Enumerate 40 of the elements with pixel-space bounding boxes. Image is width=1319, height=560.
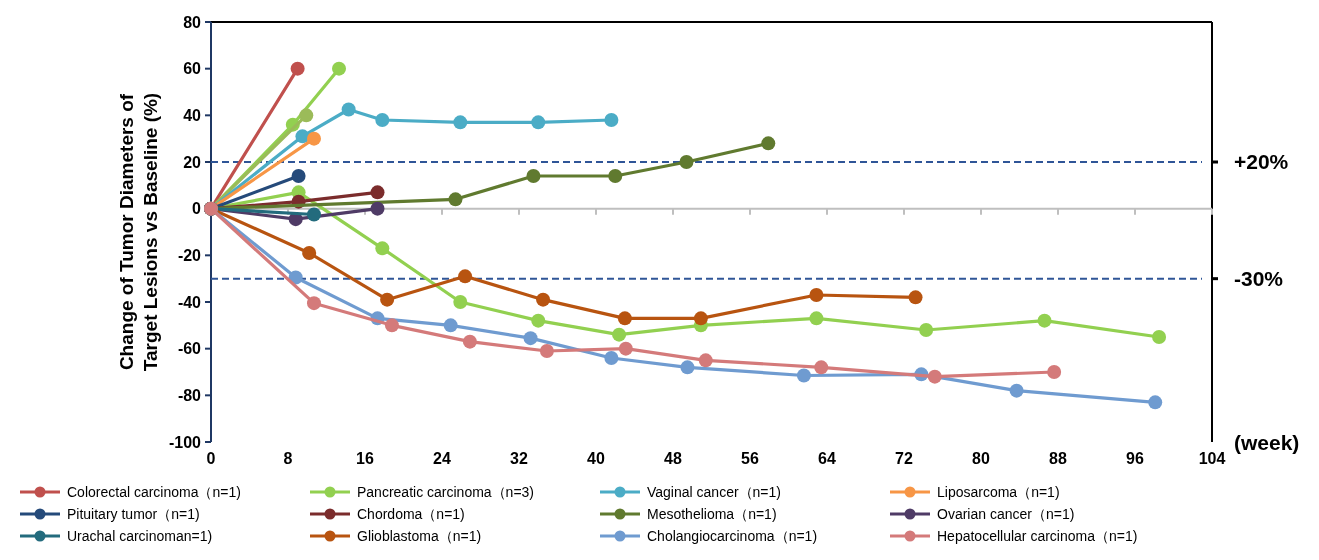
- x-tick-label: 0: [206, 450, 216, 467]
- x-tick-label: 48: [664, 450, 682, 467]
- x-tick-label: 64: [818, 450, 836, 467]
- y-tick-label: 0: [192, 200, 202, 218]
- y-tick-label: 40: [183, 106, 202, 124]
- legend-label: Cholangiocarcinoma（n=1): [647, 527, 818, 544]
- y-tick-label: -100: [168, 433, 202, 451]
- legend-label: Ovarian cancer（n=1): [937, 505, 1075, 522]
- x-tick-label: 72: [895, 450, 913, 467]
- legend-label: Chordoma（n=1): [357, 505, 465, 522]
- x-tick-label: 32: [510, 450, 528, 467]
- y-tick-label: -60: [177, 340, 202, 358]
- ref-line-label: -30%: [1234, 267, 1284, 291]
- x-tick-label: 8: [283, 450, 293, 467]
- y-tick-label: -40: [177, 293, 202, 311]
- legend-label: Pituitary tumor（n=1): [67, 505, 200, 522]
- y-tick-label: 20: [183, 153, 202, 171]
- x-tick-label: 40: [587, 450, 605, 467]
- x-tick-label: 16: [356, 450, 374, 467]
- y-tick-label: -20: [177, 246, 202, 264]
- x-tick-label: 56: [741, 450, 759, 467]
- legend-label: Liposarcoma（n=1): [937, 483, 1060, 500]
- x-tick-label: 80: [972, 450, 990, 467]
- y-axis-title: Change of Tumor Diameters of Target Lesions vs Baseline (%): [116, 92, 161, 372]
- legend-label: Hepatocellular carcinoma（n=1): [937, 527, 1138, 544]
- legend-label: Mesothelioma（n=1): [647, 505, 777, 522]
- x-tick-label: 88: [1049, 450, 1067, 467]
- x-tick-label: 96: [1126, 450, 1144, 467]
- y-tick-label: 60: [183, 60, 202, 78]
- x-tick-label: 24: [433, 450, 451, 467]
- legend-label: Vaginal cancer（n=1): [647, 483, 781, 500]
- legend-label: Colorectal carcinoma（n=1): [67, 483, 241, 500]
- x-axis-title: (week): [1234, 431, 1300, 454]
- x-tick-label: 104: [1198, 450, 1226, 467]
- legend-label: Glioblastoma（n=1): [357, 527, 482, 544]
- legend-label: Pancreatic carcinoma（n=3): [357, 483, 535, 500]
- legend-label: Urachal carcinoman=1): [67, 527, 213, 544]
- y-tick-label: -80: [177, 386, 202, 404]
- ref-line-label: +20%: [1234, 150, 1289, 174]
- y-tick-label: 80: [183, 13, 202, 31]
